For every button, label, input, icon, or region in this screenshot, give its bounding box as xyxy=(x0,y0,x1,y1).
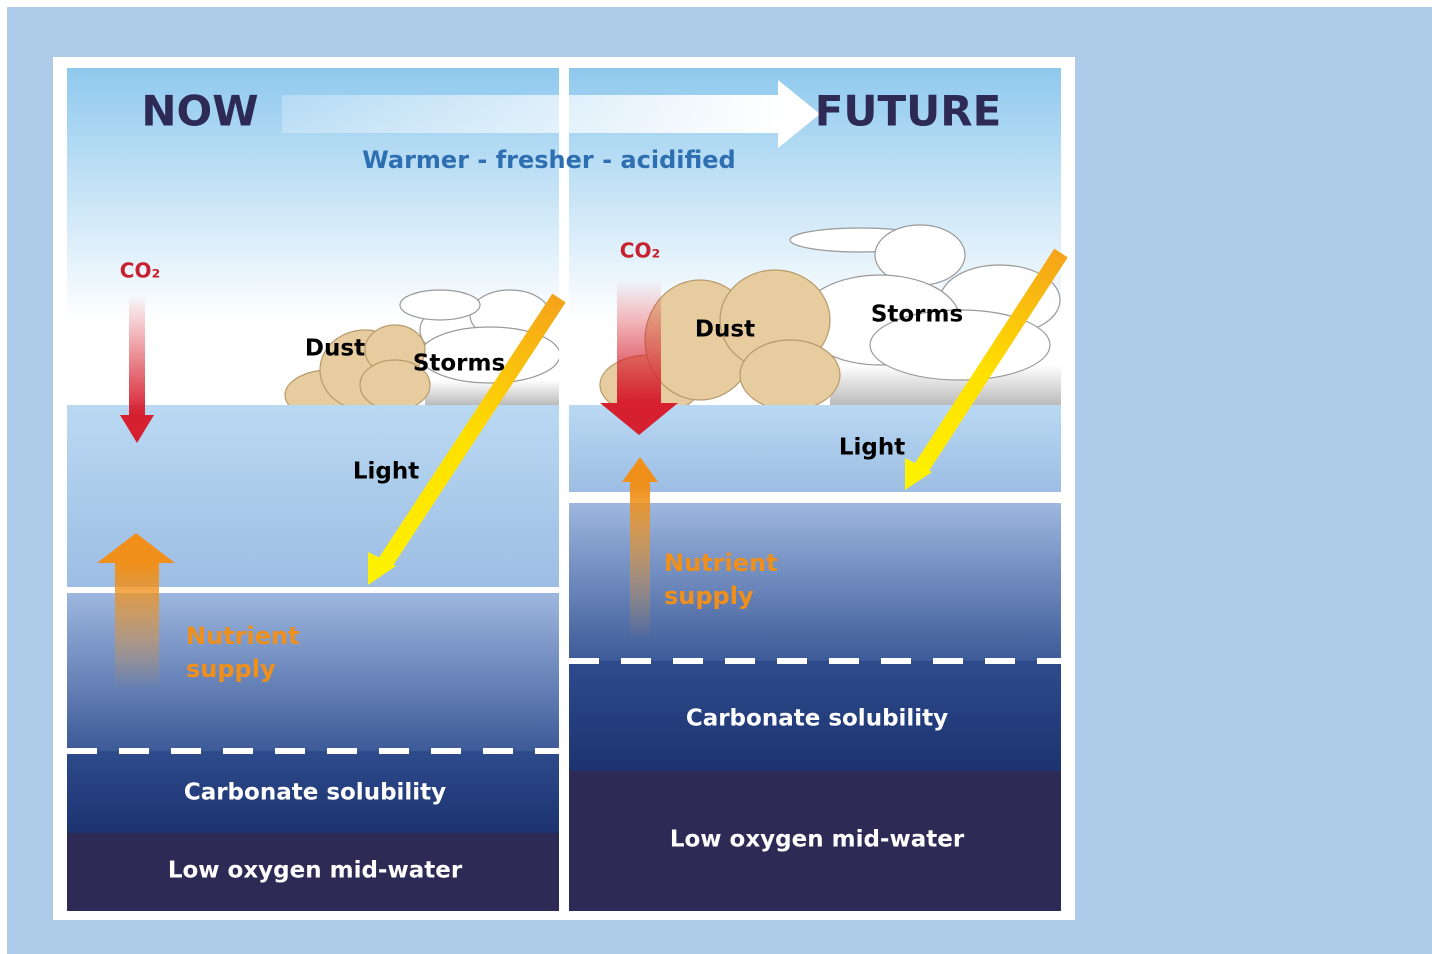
carbonate-label: Carbonate solubility xyxy=(184,780,446,806)
storms-label: Storms xyxy=(413,351,505,377)
trend-arrow-head xyxy=(778,80,820,148)
nutrient-arrow xyxy=(630,482,650,640)
light-arrow xyxy=(378,293,566,568)
now-title: NOW xyxy=(141,87,258,136)
dust-cloud xyxy=(284,324,431,405)
co2-arrow-head xyxy=(600,403,678,435)
co2-label: CO₂ xyxy=(120,259,160,283)
co2-arrow xyxy=(617,280,661,403)
low-oxygen-layer xyxy=(67,833,559,911)
light-label: Light xyxy=(353,459,419,485)
dust-label: Dust xyxy=(305,336,365,362)
light-arrow-head xyxy=(905,458,932,490)
low-oxygen-layer xyxy=(569,771,1061,911)
panel-now: CO₂ Dust Storms Light Nutrient supply Ca… xyxy=(67,68,566,911)
co2-arrow xyxy=(129,295,145,415)
panel-future: CO₂ Dust Storms Light Nutrient supply Ca… xyxy=(569,68,1068,911)
light-label: Light xyxy=(839,435,905,461)
mid-water xyxy=(569,503,1061,661)
deep-water xyxy=(67,751,559,833)
nutrient-label: supply xyxy=(186,655,276,683)
nutrient-arrow-head xyxy=(622,457,658,482)
future-title: FUTURE xyxy=(815,87,1002,136)
nutrient-arrow-head xyxy=(97,533,175,563)
co2-arrow-head xyxy=(120,415,154,443)
nutrient-label: Nutrient xyxy=(186,622,300,650)
low-oxygen-label: Low oxygen mid-water xyxy=(168,858,463,884)
deep-water xyxy=(569,661,1061,771)
dust-label: Dust xyxy=(695,317,755,343)
storm-cloud xyxy=(789,224,1061,381)
storms-label: Storms xyxy=(871,302,963,328)
light-arrow-head xyxy=(368,552,396,585)
nutrient-label: supply xyxy=(664,582,754,610)
low-oxygen-label: Low oxygen mid-water xyxy=(670,827,965,853)
carbonate-label: Carbonate solubility xyxy=(686,706,948,732)
nutrient-label: Nutrient xyxy=(664,549,778,577)
co2-label: CO₂ xyxy=(620,239,660,263)
nutrient-arrow xyxy=(115,563,159,690)
trend-label: Warmer - fresher - acidified xyxy=(362,146,735,174)
trend-arrow xyxy=(282,95,780,133)
light-arrow xyxy=(913,248,1068,475)
